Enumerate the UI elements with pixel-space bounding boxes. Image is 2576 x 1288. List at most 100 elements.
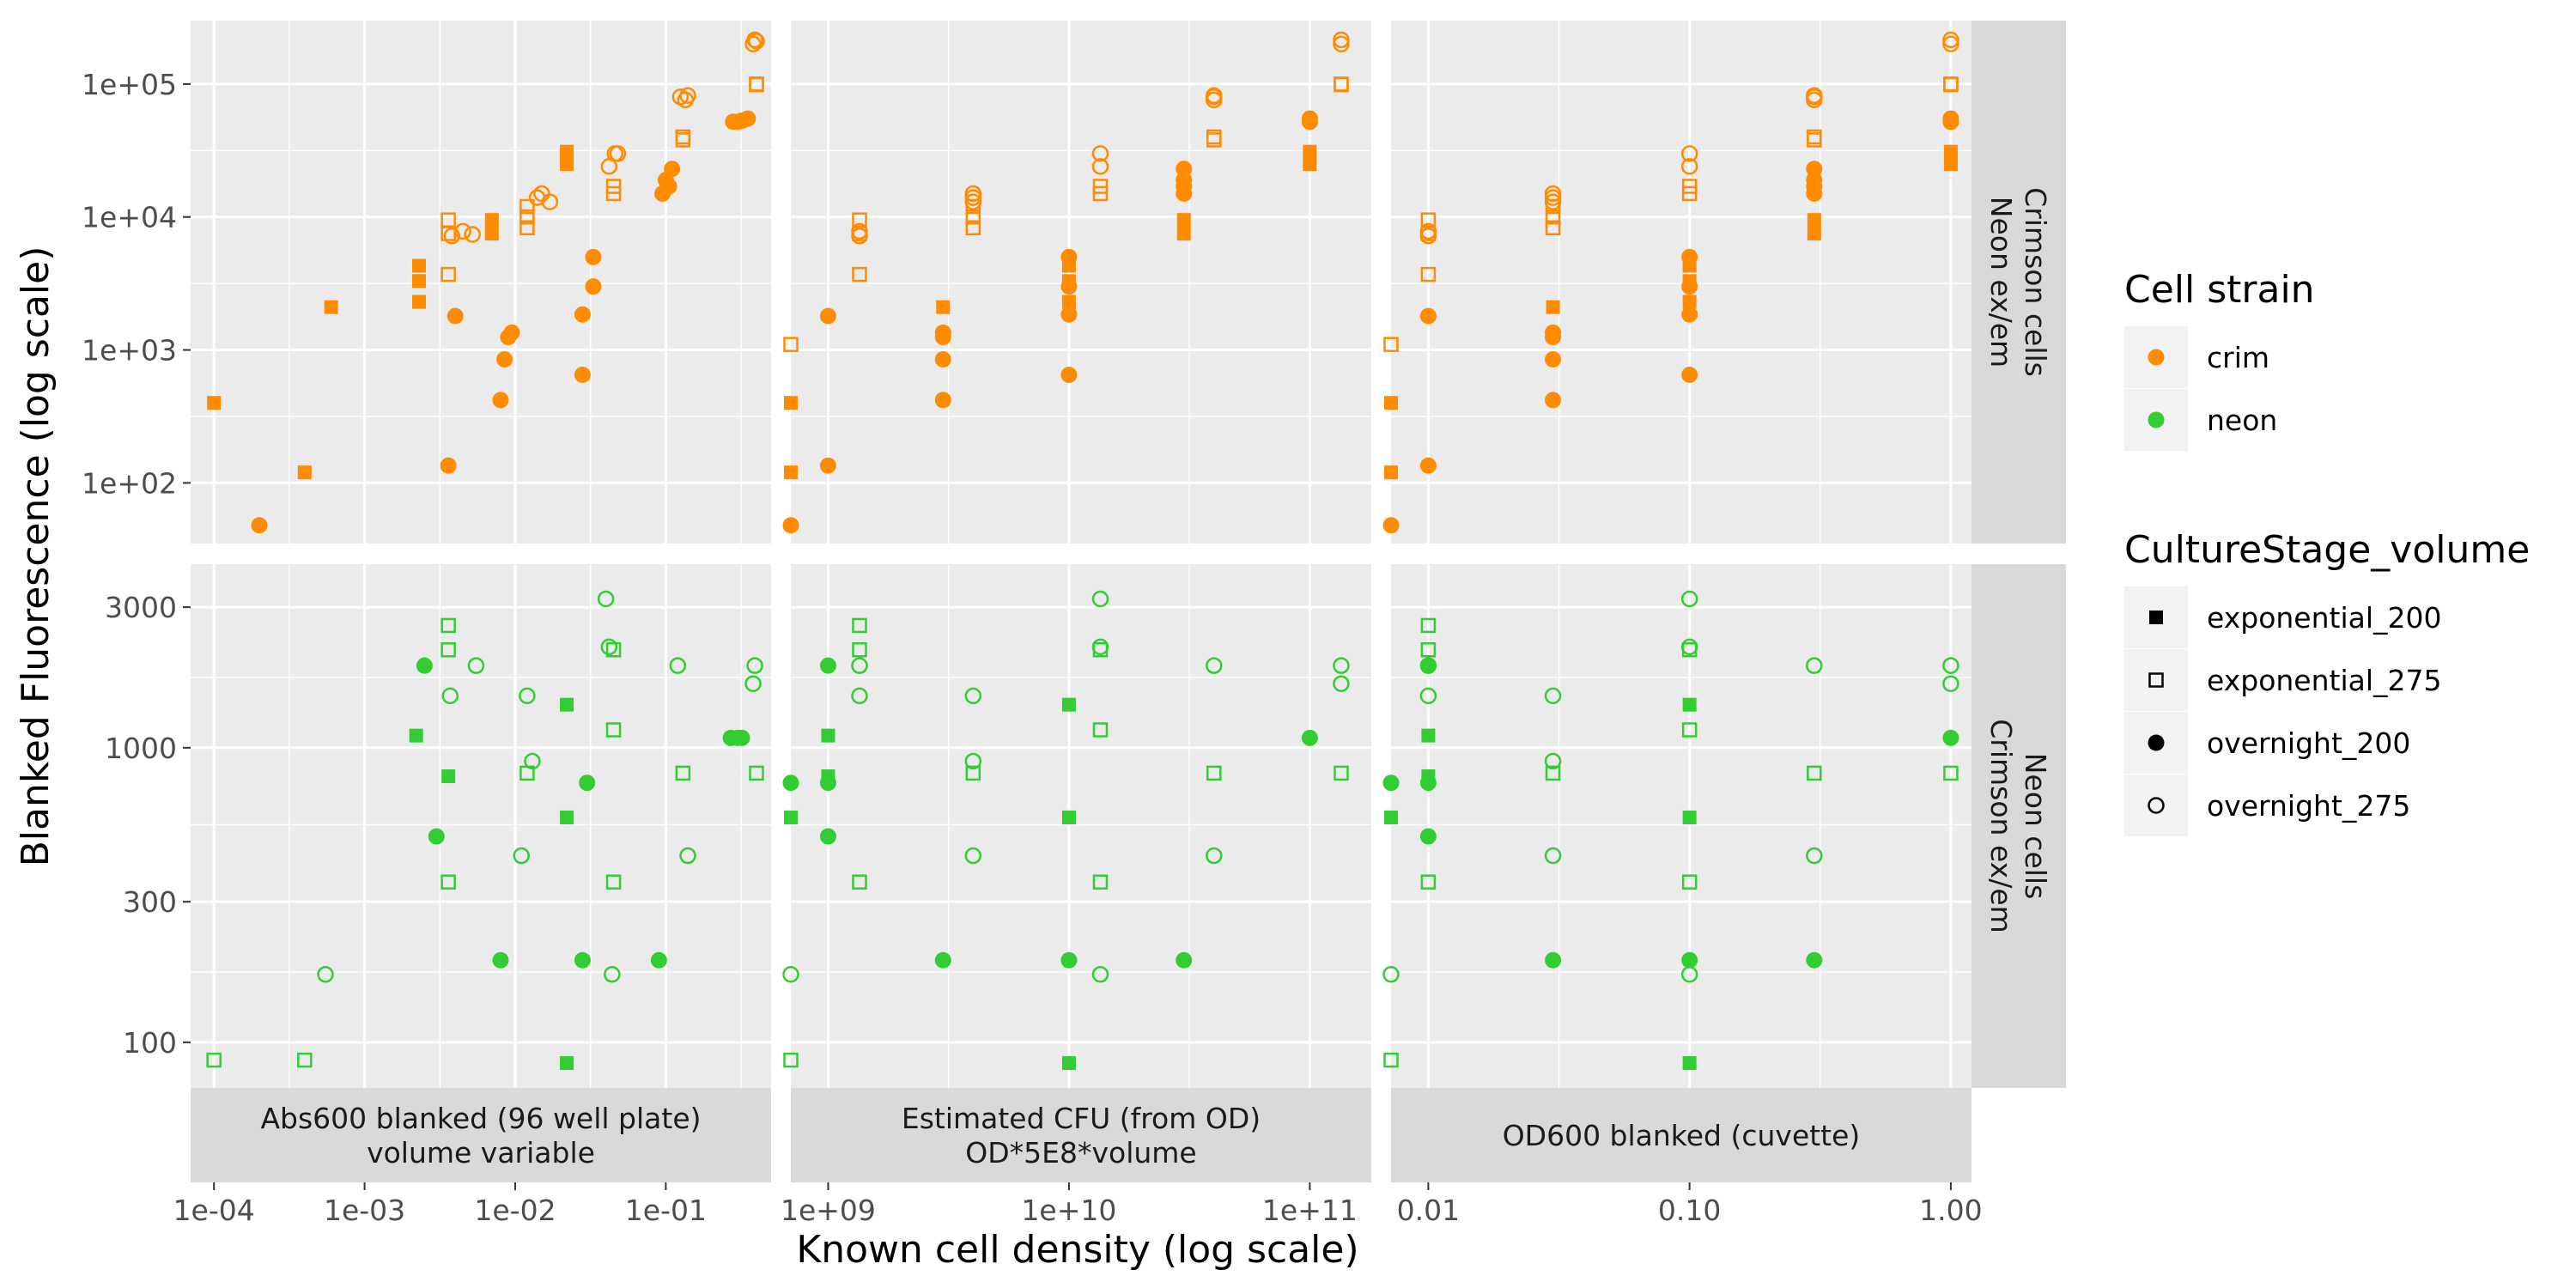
data-point-exponential-200 [560, 144, 574, 159]
data-point-exponential-275 [965, 220, 981, 235]
data-point-overnight-275 [1382, 966, 1400, 983]
data-point-exponential-275 [605, 642, 622, 658]
data-point-exponential-200 [1421, 728, 1436, 743]
data-point-overnight-200 [503, 324, 520, 341]
data-point-exponential-200 [1682, 1056, 1697, 1071]
data-point-overnight-275 [1544, 752, 1562, 770]
x-tick-label: 1.00 [1919, 1194, 1982, 1227]
data-point-overnight-200 [1545, 324, 1562, 341]
data-point-overnight-275 [1544, 193, 1562, 210]
data-point-overnight-275 [443, 228, 461, 245]
data-point-exponential-200 [412, 295, 427, 309]
x-tick-label: 1e-04 [173, 1194, 255, 1227]
data-point-overnight-200 [1176, 161, 1193, 178]
data-point-overnight-275 [746, 657, 763, 674]
data-point-overnight-200 [1060, 367, 1078, 384]
data-point-exponential-200 [1384, 465, 1398, 480]
data-point-overnight-275 [464, 226, 481, 243]
data-point-overnight-275 [1544, 847, 1562, 865]
data-point-overnight-275 [851, 228, 868, 245]
data-point-overnight-275 [1333, 35, 1350, 53]
legend-key-crim: crim [2124, 326, 2269, 388]
data-point-overnight-275 [1942, 675, 1959, 692]
data-point-overnight-275 [1544, 185, 1562, 203]
legend-shape [2148, 797, 2165, 814]
data-point-overnight-275 [1680, 145, 1698, 162]
y-tick-label: 1e+05 [82, 68, 177, 101]
column-strip-1: Estimated CFU (from OD)OD*5E8*volume [791, 1088, 1371, 1182]
data-point-exponential-275 [1383, 1052, 1399, 1068]
data-point-exponential-275 [1807, 132, 1822, 148]
y-axis-row-0: 1e+02 1e+03 1e+04 1e+05 [82, 68, 191, 500]
x-axis-col-0: 1e-04 1e-03 1e-02 1e-01 [173, 1182, 707, 1227]
legend-shape [2148, 734, 2165, 751]
data-point-exponential-200 [1061, 1056, 1076, 1071]
data-point-overnight-275 [519, 687, 536, 705]
data-point-exponential-275 [440, 617, 456, 634]
panel-background [191, 21, 771, 544]
data-point-overnight-200 [733, 729, 750, 746]
data-point-overnight-200 [1545, 951, 1562, 969]
legend-label: exponential_275 [2207, 664, 2442, 697]
data-point-overnight-275 [1206, 847, 1223, 865]
data-point-overnight-275 [679, 847, 696, 865]
data-point-exponential-275 [965, 209, 981, 225]
data-point-overnight-200 [819, 657, 836, 674]
data-point-overnight-275 [744, 675, 762, 692]
data-point-overnight-200 [1419, 307, 1437, 325]
data-point-exponential-275 [519, 209, 535, 225]
data-point-exponential-200 [1682, 295, 1697, 309]
data-point-exponential-275 [1681, 722, 1698, 738]
data-point-exponential-200 [1303, 157, 1317, 172]
legend-title-culture-stage: CultureStage_volume [2124, 528, 2530, 572]
panel-background [1391, 21, 1971, 544]
data-point-overnight-275 [1419, 228, 1437, 245]
x-tick-label: 0.10 [1658, 1194, 1721, 1227]
y-tick-label: 100 [123, 1026, 177, 1060]
data-point-overnight-275 [1419, 687, 1437, 705]
data-point-overnight-200 [574, 306, 591, 323]
y-axis-row-1: 100 300 1000 3000 [105, 591, 191, 1060]
strip-label: OD*5E8*volume [965, 1136, 1196, 1170]
data-point-overnight-275 [1333, 675, 1350, 692]
data-point-exponential-275 [783, 1052, 799, 1068]
data-point-exponential-200 [1807, 227, 1821, 241]
data-point-overnight-200 [819, 307, 836, 325]
data-point-exponential-275 [297, 1052, 313, 1068]
data-point-exponential-275 [440, 874, 456, 890]
data-point-overnight-200 [664, 161, 681, 178]
data-point-overnight-200 [1382, 517, 1400, 534]
legend-key-overnight_200: overnight_200 [2124, 712, 2410, 774]
data-point-overnight-200 [1060, 951, 1078, 969]
data-point-overnight-275 [317, 966, 334, 983]
x-tick-label: 1e-03 [324, 1194, 405, 1227]
data-point-exponential-275 [783, 337, 799, 352]
data-point-overnight-200 [1545, 392, 1562, 409]
data-point-exponential-275 [440, 226, 456, 241]
panel-background [191, 564, 771, 1088]
data-point-exponential-200 [484, 213, 499, 228]
data-point-overnight-200 [574, 367, 591, 384]
data-point-overnight-275 [1091, 145, 1109, 162]
panels-layer: Abs600 blanked (96 well plate)volume var… [191, 21, 2066, 1182]
panel-r0-c0 [191, 21, 771, 544]
panel-background [791, 21, 1371, 544]
panel-r1-c2 [1382, 564, 1971, 1088]
data-point-exponential-200 [1061, 697, 1076, 712]
data-point-exponential-275 [749, 765, 764, 781]
data-point-overnight-275 [1806, 847, 1823, 865]
legend-title-cell-strain: Cell strain [2124, 268, 2315, 312]
data-point-exponential-200 [1682, 697, 1697, 712]
legend-key-overnight_275: overnight_275 [2124, 775, 2410, 836]
legend-shape [2149, 611, 2163, 624]
data-point-overnight-200 [1681, 278, 1698, 295]
data-point-overnight-275 [782, 966, 799, 983]
axes-layer: 1e-04 1e-03 1e-02 1e-01 1e+09 1e+10 1e+11 0.01 0… [82, 68, 1983, 1227]
strip-label: Neon ex/em [1984, 197, 2018, 368]
x-tick-label: 1e+11 [1262, 1194, 1358, 1227]
data-point-exponential-200 [1061, 295, 1076, 309]
data-point-exponential-200 [560, 1056, 574, 1071]
